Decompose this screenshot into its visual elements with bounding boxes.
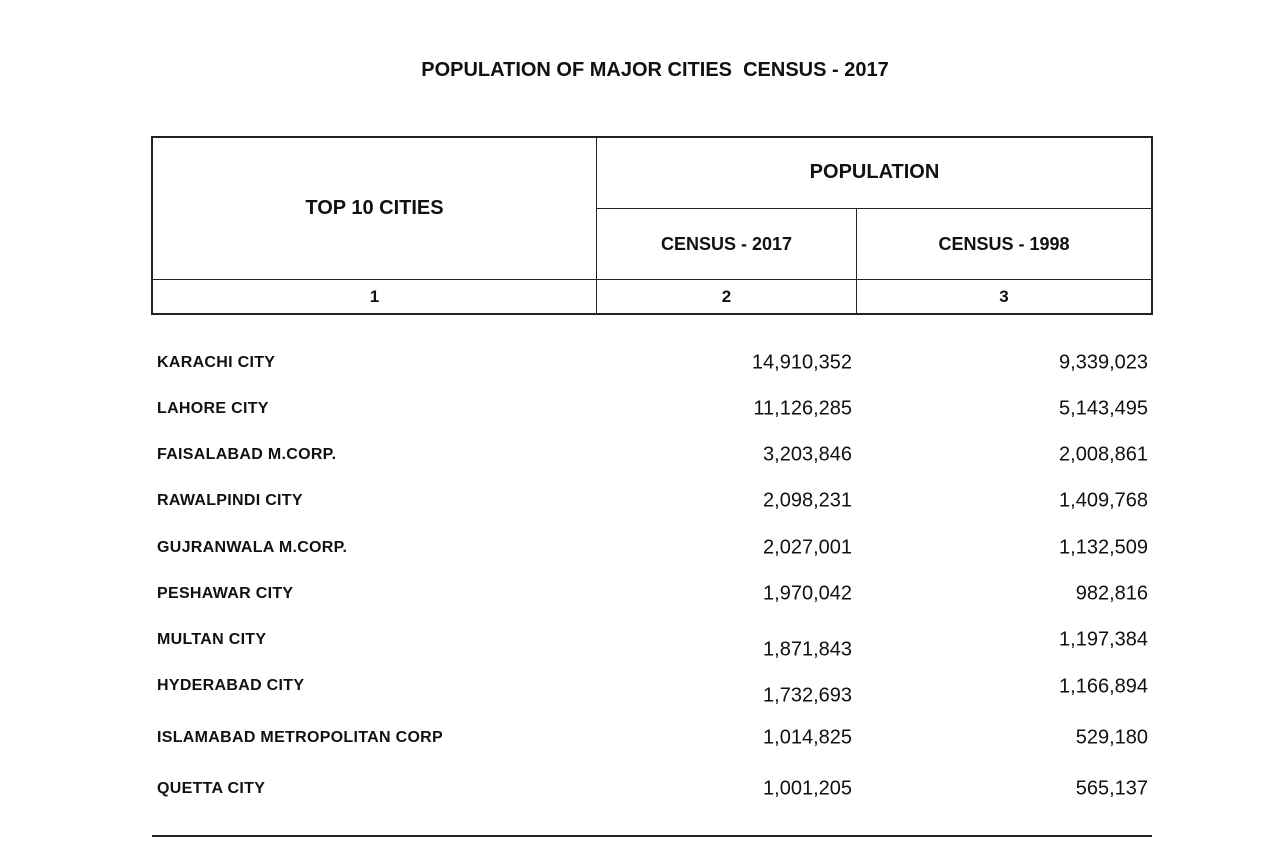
city-name: MULTAN CITY [157, 631, 267, 648]
population-1998: 1,132,509 [1059, 536, 1148, 559]
population-2017: 14,910,352 [751, 351, 852, 374]
header-census-1998: CENSUS - 1998 [938, 234, 1070, 254]
population-1998: 1,409,768 [1059, 489, 1148, 512]
population-1998: 1,197,384 [1059, 628, 1148, 651]
city-name: LAHORE CITY [157, 400, 269, 417]
table-bottom-rule [152, 835, 1152, 837]
table-border-right [1151, 136, 1153, 315]
column-number-2: 2 [721, 287, 732, 306]
table-border-top [151, 136, 1153, 138]
header-population: POPULATION [809, 161, 940, 183]
population-2017: 2,027,001 [763, 536, 852, 559]
table-border-bottom [151, 313, 1153, 315]
city-name: FAISALABAD M.CORP. [157, 446, 337, 463]
divider [856, 208, 857, 315]
divider [596, 136, 597, 315]
city-name: PESHAWAR CITY [157, 585, 294, 602]
population-2017: 1,732,693 [763, 684, 852, 707]
city-name: HYDERABAD CITY [157, 677, 305, 694]
population-1998: 565,137 [1075, 777, 1148, 800]
divider [597, 208, 1152, 209]
table-border-left [151, 136, 153, 315]
city-name: RAWALPINDI CITY [157, 492, 303, 509]
population-2017: 1,871,843 [763, 638, 852, 661]
city-name: QUETTA CITY [157, 780, 266, 797]
population-1998: 982,816 [1075, 582, 1148, 605]
population-2017: 1,970,042 [763, 582, 852, 605]
header-top-cities: TOP 10 CITIES [305, 197, 444, 219]
city-name: ISLAMABAD METROPOLITAN CORP [157, 729, 444, 746]
population-1998: 1,166,894 [1059, 675, 1148, 698]
population-2017: 11,126,285 [753, 397, 852, 420]
header-census-2017: CENSUS - 2017 [660, 234, 793, 254]
population-1998: 9,339,023 [1059, 351, 1148, 374]
population-1998: 5,143,495 [1059, 397, 1148, 420]
population-2017: 1,001,205 [763, 777, 852, 800]
page-title: POPULATION OF MAJOR CITIES CENSUS - 2017 [421, 59, 889, 81]
population-2017: 3,203,846 [763, 443, 852, 466]
population-1998: 2,008,861 [1059, 443, 1148, 466]
city-name: GUJRANWALA M.CORP. [157, 539, 348, 556]
column-number-3: 3 [999, 287, 1009, 306]
population-1998: 529,180 [1075, 726, 1148, 749]
column-number-1: 1 [369, 287, 380, 306]
city-name: KARACHI CITY [157, 354, 276, 371]
population-2017: 2,098,231 [763, 489, 852, 512]
divider [152, 279, 1152, 280]
population-2017: 1,014,825 [763, 726, 852, 749]
